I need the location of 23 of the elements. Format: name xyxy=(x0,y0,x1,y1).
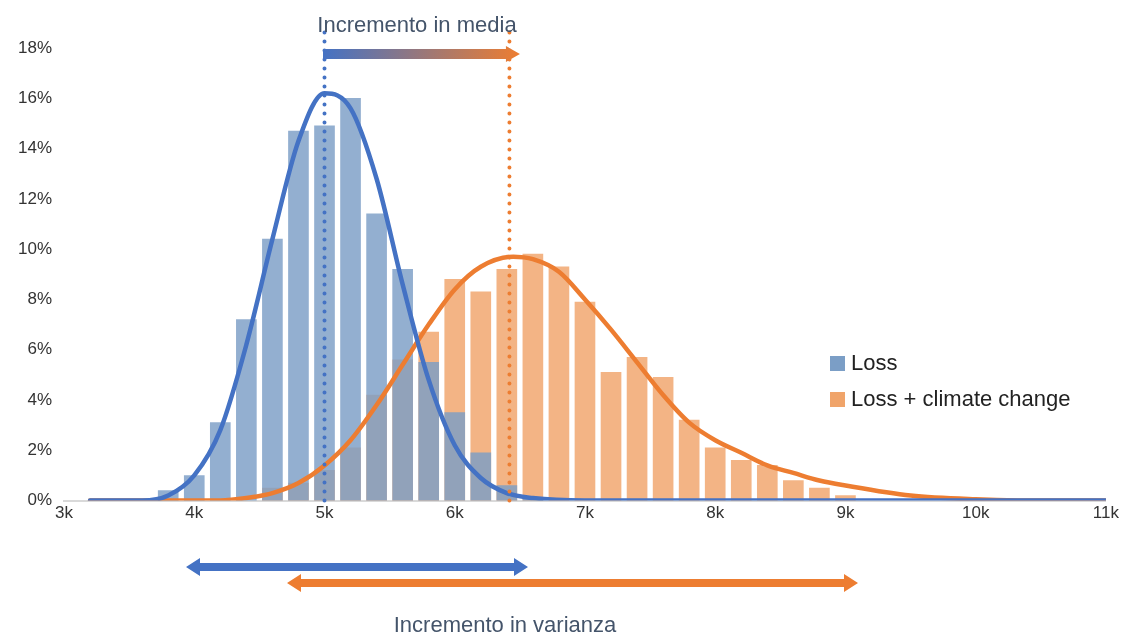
x-tick-label: 4k xyxy=(185,503,204,523)
y-tick-label: 4% xyxy=(27,389,53,409)
text: Incremento in media xyxy=(317,12,517,38)
legend-label: Loss + climate change xyxy=(851,386,1071,412)
y-tick-label: 14% xyxy=(17,138,53,158)
x-tick-label: 5k xyxy=(315,503,334,523)
x-tick-label: 10k xyxy=(961,503,990,523)
y-tick-label: 0% xyxy=(27,490,53,510)
y-tick-label: 6% xyxy=(27,339,53,359)
x-tick-label: 9k xyxy=(836,503,855,523)
x-tick-label: 6k xyxy=(445,503,465,523)
x-tick-label: 8k xyxy=(706,503,725,523)
legend-label: Loss xyxy=(851,350,898,376)
y-tick-label: 18% xyxy=(17,37,53,57)
y-tick-label: 12% xyxy=(17,188,53,208)
y-tick-label: 10% xyxy=(17,238,53,258)
text: Incremento in varianza xyxy=(393,612,617,638)
y-tick-label: 8% xyxy=(27,289,53,309)
y-tick-label: 16% xyxy=(17,87,53,107)
x-tick-label: 7k xyxy=(575,503,595,523)
x-tick-label: 3k xyxy=(55,503,74,523)
x-tick-label: 11k xyxy=(1092,503,1120,523)
y-tick-label: 2% xyxy=(27,440,53,459)
